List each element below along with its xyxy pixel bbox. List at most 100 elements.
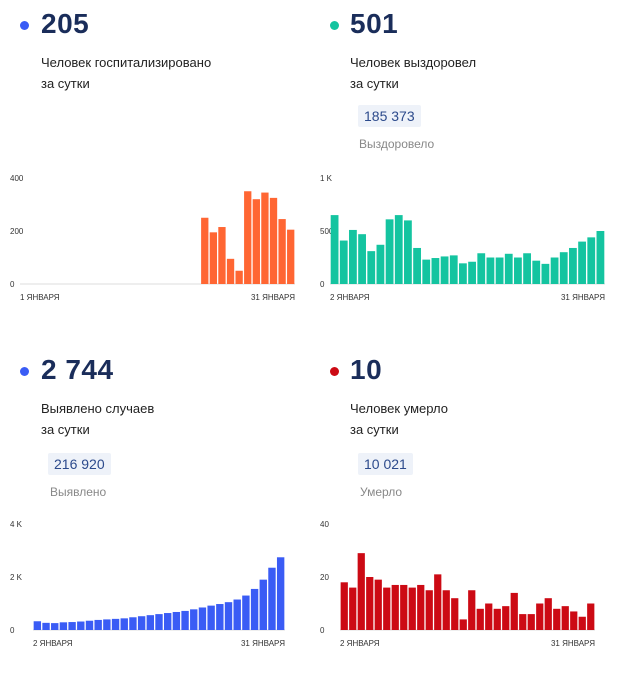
bar xyxy=(287,229,295,284)
detected-desc-line2: за сутки xyxy=(41,422,90,437)
bar xyxy=(235,270,243,284)
bar xyxy=(42,622,50,630)
bar xyxy=(495,257,504,284)
bar xyxy=(476,608,484,630)
bar xyxy=(477,253,486,284)
bar xyxy=(502,606,510,630)
bar xyxy=(532,260,541,284)
bar xyxy=(120,618,128,630)
recovered-desc-line1: Человек выздоровел xyxy=(350,55,477,70)
bar xyxy=(519,614,527,630)
deaths-total-label: Умерло xyxy=(360,485,403,499)
deaths-desc: Человек умерло за сутки xyxy=(350,398,448,440)
y-tick-label: 0 xyxy=(320,626,325,635)
bar xyxy=(261,192,269,284)
recovered-dot-icon xyxy=(330,21,339,30)
bar xyxy=(527,614,535,630)
recovered-desc: Человек выздоровел за сутки xyxy=(350,52,476,94)
deaths-chart: 0 20 40 2 ЯНВАРЯ 31 ЯНВАРЯ xyxy=(320,520,595,648)
bar xyxy=(216,604,224,630)
bar xyxy=(541,263,550,284)
bar xyxy=(553,608,561,630)
bar xyxy=(400,584,408,630)
bar xyxy=(417,584,425,630)
y-tick-label: 2 K xyxy=(10,573,23,582)
bar xyxy=(394,215,403,284)
bar xyxy=(224,602,233,630)
bar xyxy=(468,590,476,630)
bar xyxy=(358,234,366,284)
bar xyxy=(451,598,459,630)
bar xyxy=(486,257,495,284)
bar xyxy=(242,595,250,630)
bar xyxy=(561,606,569,630)
y-tick-label: 1 K xyxy=(320,174,333,183)
bar xyxy=(357,553,365,630)
deaths-desc-line1: Человек умерло xyxy=(350,401,448,416)
hospitalized-desc-line1: Человек госпитализировано xyxy=(41,55,212,70)
bar xyxy=(209,232,218,284)
detected-total: 216 920 xyxy=(48,453,111,475)
bar xyxy=(207,605,215,630)
x-start-label: 1 ЯНВАРЯ xyxy=(20,293,60,302)
bar xyxy=(190,609,198,630)
x-end-label: 31 ЯНВАРЯ xyxy=(251,293,295,302)
deaths-total: 10 021 xyxy=(358,453,413,475)
bar xyxy=(431,258,440,284)
y-tick-label: 20 xyxy=(320,573,329,582)
bar xyxy=(544,598,552,630)
deaths-desc-line2: за сутки xyxy=(350,422,399,437)
detected-desc: Выявлено случаев за сутки xyxy=(41,398,154,440)
x-end-label: 31 ЯНВАРЯ xyxy=(241,639,285,648)
bar xyxy=(536,603,544,630)
bar xyxy=(137,616,146,630)
bar xyxy=(383,587,391,630)
bar xyxy=(374,579,382,630)
x-start-label: 2 ЯНВАРЯ xyxy=(330,293,370,302)
bar xyxy=(198,607,207,630)
bar xyxy=(550,257,559,284)
hospitalized-desc: Человек госпитализировано за сутки xyxy=(41,52,211,94)
y-tick-label: 40 xyxy=(320,520,329,529)
bar xyxy=(434,574,442,630)
detected-chart: 0 2 K 4 K 2 ЯНВАРЯ 31 ЯНВАРЯ xyxy=(10,520,285,648)
bar xyxy=(59,622,68,630)
bar xyxy=(413,247,421,284)
recovered-total: 185 373 xyxy=(358,105,421,127)
bar xyxy=(468,261,476,284)
bar xyxy=(376,244,385,284)
bar xyxy=(596,231,605,284)
bar xyxy=(339,240,348,284)
bar xyxy=(181,610,189,630)
deaths-dot-icon xyxy=(330,367,339,376)
y-tick-label: 400 xyxy=(10,174,24,183)
bar xyxy=(349,587,357,630)
bar xyxy=(330,215,339,284)
bar xyxy=(33,621,42,630)
hospitalized-value: 205 xyxy=(41,8,90,39)
bar xyxy=(578,241,586,284)
bar xyxy=(459,263,467,284)
y-tick-label: 0 xyxy=(10,280,15,289)
bar xyxy=(233,599,241,630)
bar xyxy=(111,618,120,630)
bar xyxy=(252,199,260,284)
detected-dot-icon xyxy=(20,367,29,376)
bar xyxy=(172,611,181,630)
deaths-value: 10 xyxy=(350,354,383,385)
bar xyxy=(404,220,412,284)
x-start-label: 2 ЯНВАРЯ xyxy=(340,639,380,648)
bar xyxy=(514,257,522,284)
bar xyxy=(367,251,376,284)
y-tick-label: 4 K xyxy=(10,520,23,529)
recovered-desc-line2: за сутки xyxy=(350,76,399,91)
bar xyxy=(146,615,155,630)
bar xyxy=(385,219,394,284)
bar xyxy=(276,557,285,630)
panel-hospitalized: 205 Человек госпитализировано за сутки 0… xyxy=(0,0,300,330)
bar xyxy=(129,617,137,630)
bar xyxy=(391,584,399,630)
bar xyxy=(422,259,431,284)
bar xyxy=(68,622,76,630)
bar xyxy=(570,611,578,630)
